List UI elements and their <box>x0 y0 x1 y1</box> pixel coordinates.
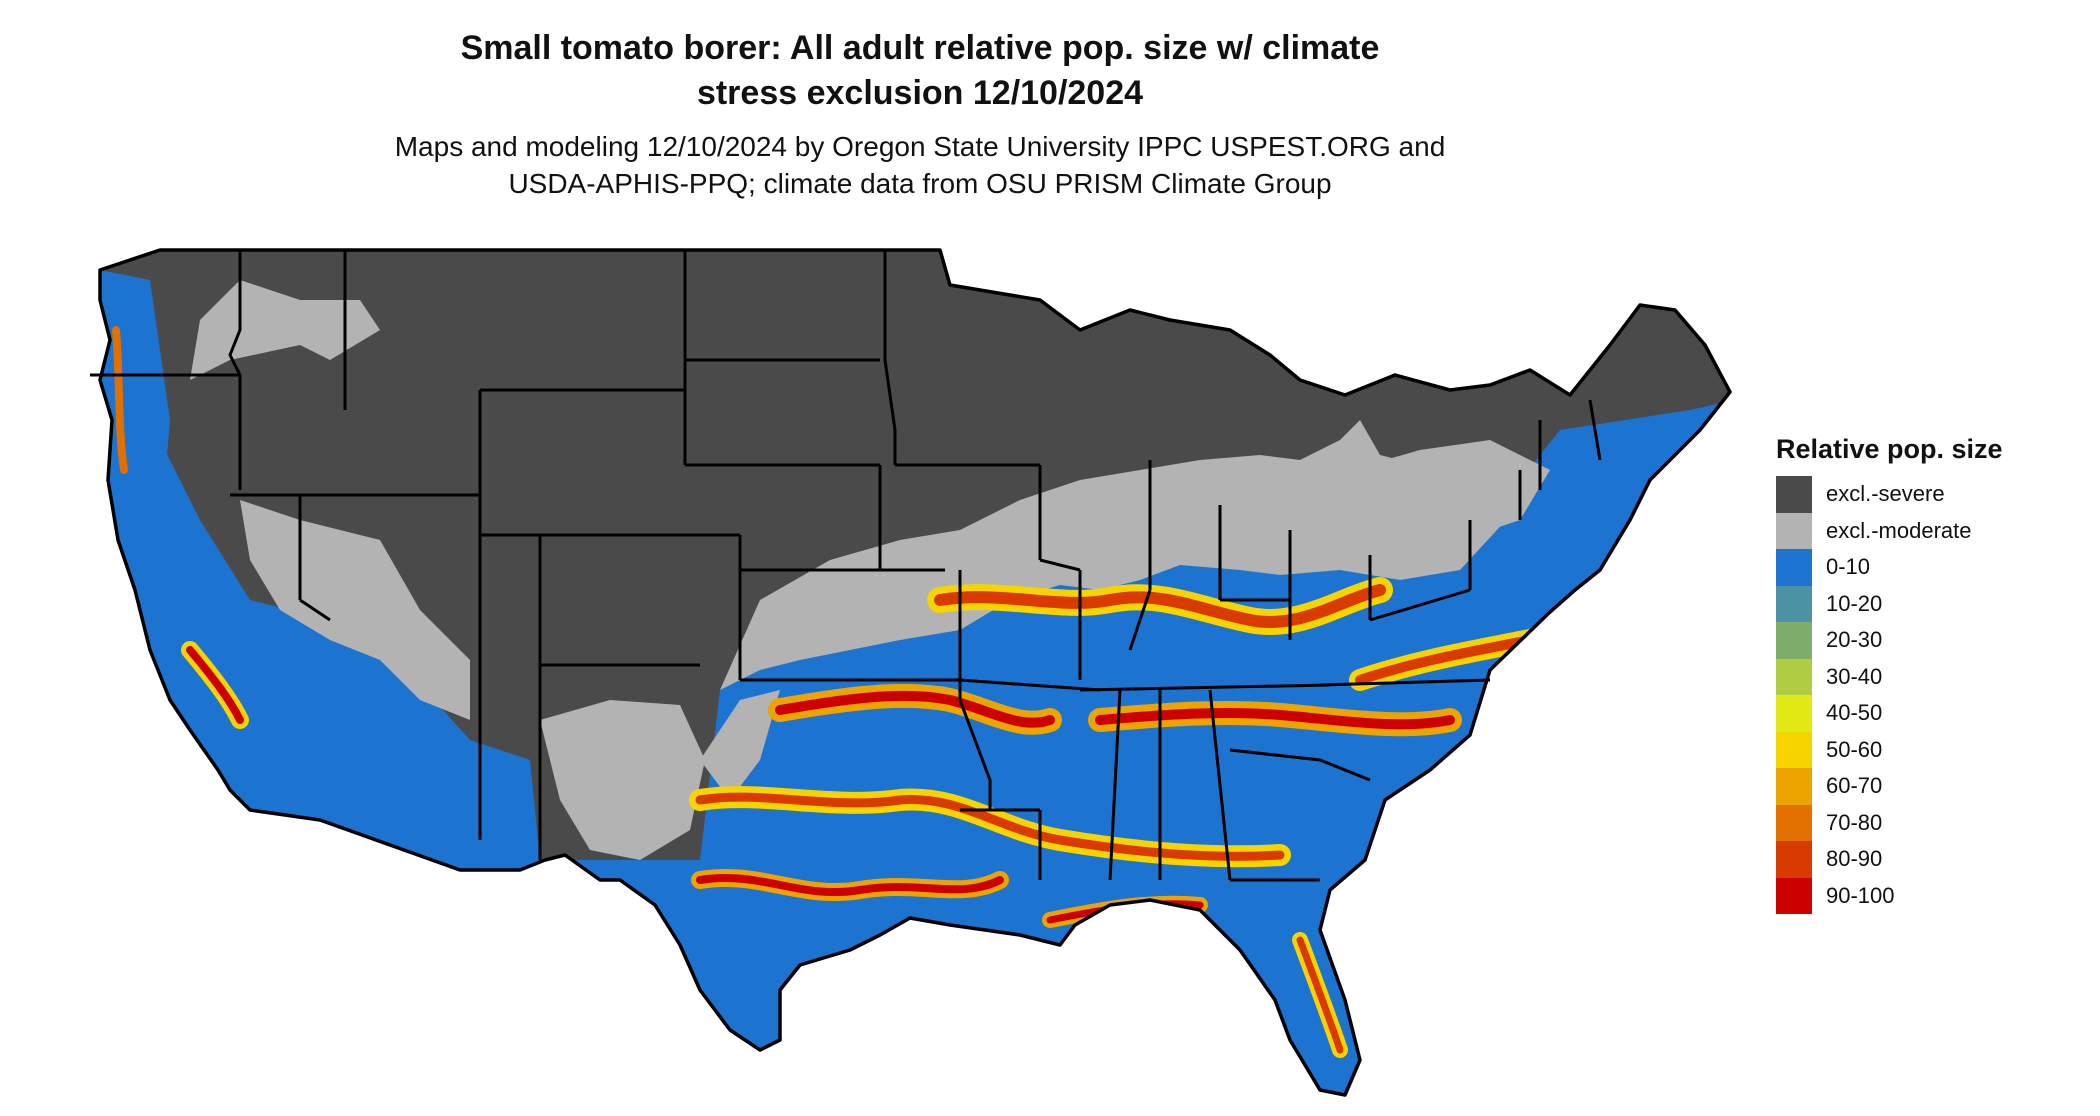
map-title: Small tomato borer: All adult relative p… <box>0 26 1840 116</box>
legend-item: 10-20 <box>1776 585 2076 622</box>
state-lines-east <box>1079 399 1602 882</box>
legend-item: excl.-moderate <box>1776 512 2076 549</box>
hotspot-band-california <box>186 646 244 724</box>
map-subtitle-line-2: USDA-APHIS-PPQ; climate data from OSU PR… <box>508 168 1332 199</box>
legend-label: 60-70 <box>1826 773 1883 799</box>
legend-item: 90-100 <box>1776 877 2076 914</box>
legend-label: excl.-severe <box>1826 481 1945 507</box>
legend-swatch <box>1776 768 1812 805</box>
zone-excl-moderate-northeast <box>1350 440 1550 540</box>
us-map <box>90 248 1732 1097</box>
hotspot-band-carolinas <box>1355 635 1535 685</box>
legend-label: 0-10 <box>1826 554 1871 580</box>
legend-label: excl.-moderate <box>1826 517 1972 543</box>
zone-excl-moderate-texas <box>700 690 780 800</box>
legend-title: Relative pop. size <box>1776 434 2003 464</box>
legend-swatch <box>1776 585 1812 622</box>
legend-items: excl.-severe excl.-moderate 0-10 10-20 2… <box>1776 476 2076 914</box>
legend-label: 20-30 <box>1826 627 1883 653</box>
climate-zones <box>100 250 1730 1095</box>
hotspot-band-tennessee <box>1095 707 1455 730</box>
zone-excl-moderate-west <box>190 280 380 380</box>
hotspot-band-oklahoma <box>775 690 1055 728</box>
hotspot-band-texas <box>695 792 1285 861</box>
hotspot-band-ohio-valley <box>934 584 1386 628</box>
map-title-line-1: Small tomato borer: All adult relative p… <box>460 29 1380 67</box>
legend-swatch <box>1776 658 1812 695</box>
legend-label: 80-90 <box>1826 846 1883 872</box>
legend-item: 70-80 <box>1776 804 2076 841</box>
legend-label: 30-40 <box>1826 663 1883 689</box>
zone-0-10-coast-west <box>100 270 260 820</box>
legend-label: 70-80 <box>1826 809 1883 835</box>
zone-excl-moderate-sw <box>540 700 705 860</box>
legend-swatch <box>1776 841 1812 878</box>
legend-item: 40-50 <box>1776 695 2076 732</box>
legend-label: 40-50 <box>1826 700 1883 726</box>
zone-excl-moderate-midwest <box>720 420 1520 690</box>
state-lines-west <box>90 250 880 860</box>
legend-item: 60-70 <box>1776 768 2076 805</box>
legend-label: 90-100 <box>1826 882 1895 908</box>
legend: Relative pop. size excl.-severe excl.-mo… <box>1776 432 2076 914</box>
legend-item: 0-10 <box>1776 549 2076 586</box>
legend-swatch <box>1776 731 1812 768</box>
legend-label: 50-60 <box>1826 736 1883 762</box>
zone-excl-moderate-basin <box>240 500 470 720</box>
legend-item: 30-40 <box>1776 658 2076 695</box>
legend-item: 80-90 <box>1776 841 2076 878</box>
map-title-line-2: stress exclusion 12/10/2024 <box>696 74 1144 112</box>
legend-item: excl.-severe <box>1776 476 2076 513</box>
legend-swatch <box>1776 549 1812 586</box>
map-subtitle-line-1: Maps and modeling 12/10/2024 by Oregon S… <box>394 131 1446 162</box>
hotspot-bands <box>112 326 1541 1058</box>
legend-swatch <box>1776 476 1812 513</box>
hotspot-band-south-texas <box>696 873 1004 897</box>
legend-swatch <box>1776 695 1812 732</box>
legend-item: 50-60 <box>1776 731 2076 768</box>
state-boundaries <box>90 248 1732 1097</box>
hotspot-band-oregon-coast <box>112 326 128 474</box>
map-subtitle: Maps and modeling 12/10/2024 by Oregon S… <box>0 128 1840 202</box>
legend-swatch <box>1776 622 1812 659</box>
state-lines-central <box>740 250 1101 880</box>
hotspot-band-florida <box>1296 936 1344 1054</box>
legend-label: 10-20 <box>1826 590 1883 616</box>
legend-swatch <box>1776 877 1812 914</box>
legend-swatch <box>1776 804 1812 841</box>
legend-item: 20-30 <box>1776 622 2076 659</box>
legend-swatch <box>1776 512 1812 549</box>
